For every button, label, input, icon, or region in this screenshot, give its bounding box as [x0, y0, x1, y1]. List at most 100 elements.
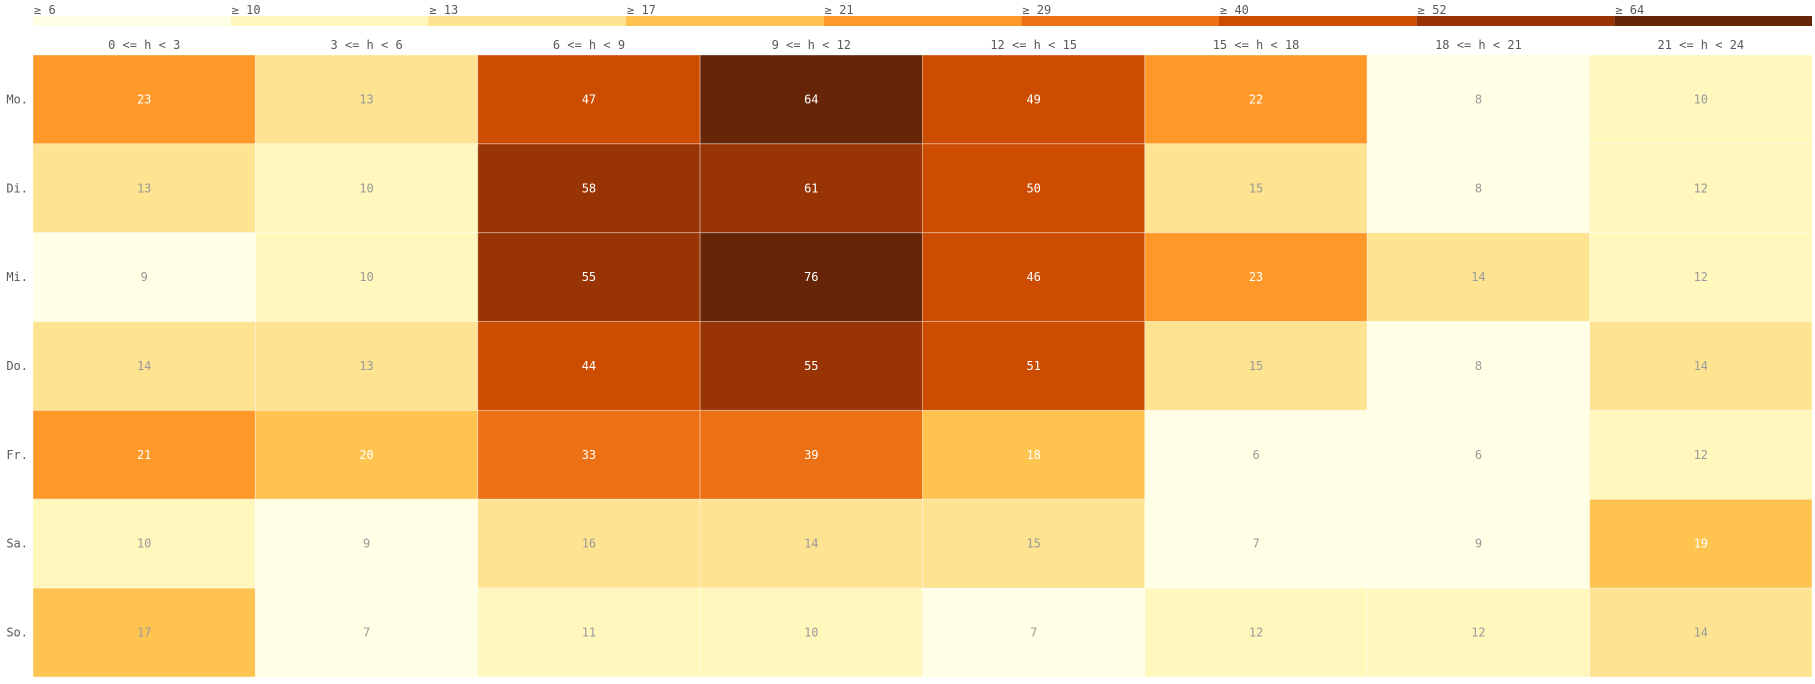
column-labels: 0 <= h < 3 3 <= h < 6 6 <= h < 9 9 <= h < 1… [108, 38, 1744, 52]
cell-value-label: 22 [1249, 92, 1263, 106]
cell-value-label: 8 [1475, 359, 1482, 373]
cell-value-label: 9 [1475, 537, 1482, 551]
column-label-0: 0 <= h < 3 [108, 38, 180, 52]
cell-value-label: 14 [1694, 626, 1708, 640]
heatmap-cell [477, 587, 701, 678]
cell-value-label: 44 [582, 359, 596, 373]
legend-label-6: ≥ 40 [1220, 3, 1249, 17]
heatmap-cell [254, 587, 479, 678]
heatmap-cell [922, 143, 1146, 234]
legend-label-3: ≥ 17 [627, 3, 656, 17]
cell-value-label: 10 [137, 537, 151, 551]
cell-value-label: 13 [359, 92, 373, 106]
column-label-2: 6 <= h < 9 [553, 38, 625, 52]
row-label-6: So. [6, 626, 28, 640]
cell-value-label: 12 [1249, 626, 1263, 640]
legend-label-8: ≥ 64 [1615, 3, 1644, 17]
heatmap-cell [1589, 143, 1813, 234]
cell-value-label: 61 [804, 181, 818, 195]
heatmap-cell [699, 321, 923, 411]
heatmap-cell [477, 498, 701, 589]
cell-value-label: 55 [582, 270, 596, 284]
heatmap-cell [1589, 54, 1813, 145]
cell-value-label: 10 [359, 270, 373, 284]
heatmap-cell [477, 232, 701, 323]
heatmap-cell [699, 143, 923, 234]
cell-value-label: 21 [137, 448, 151, 462]
column-label-3: 9 <= h < 12 [772, 38, 851, 52]
cell-value-label: 15 [1026, 537, 1040, 551]
cell-value-label: 8 [1475, 92, 1482, 106]
heatmap-cell [699, 54, 923, 145]
legend-label-0: ≥ 6 [34, 3, 56, 17]
cell-value-label: 39 [804, 448, 818, 462]
cell-value-label: 14 [137, 359, 151, 373]
heatmap-cell [922, 498, 1146, 589]
legend-swatch-1 [230, 16, 429, 26]
cell-value-label: 47 [582, 92, 596, 106]
legend-swatch-6 [1219, 16, 1417, 26]
cell-value-label: 51 [1026, 359, 1040, 373]
heatmap-cell [1366, 587, 1591, 678]
cell-value-label: 49 [1026, 92, 1040, 106]
cell-value-label: 17 [137, 626, 151, 640]
legend-swatch-5 [1021, 16, 1219, 26]
cell-value-label: 9 [141, 270, 148, 284]
row-label-2: Mi. [6, 270, 28, 284]
row-labels: Mo. Di. Mi. Do. Fr. Sa. So. [6, 92, 28, 639]
cell-value-label: 15 [1249, 181, 1263, 195]
heatmap-cell [699, 409, 923, 500]
cell-value-label: 6 [1475, 448, 1482, 462]
legend-label-4: ≥ 21 [825, 3, 854, 17]
cell-value-label: 10 [359, 181, 373, 195]
heatmap-cell [1366, 321, 1591, 411]
cell-value-label: 10 [804, 626, 818, 640]
heatmap-cell [477, 54, 701, 145]
heatmap-cell [1144, 54, 1368, 145]
cell-value-label: 14 [1694, 359, 1708, 373]
cell-value-label: 76 [804, 270, 818, 284]
heatmap-cell [922, 587, 1146, 678]
heatmap-cell [1366, 143, 1591, 234]
heatmap-cell [1366, 409, 1591, 500]
heatmap-cell [1144, 498, 1368, 589]
cell-value-label: 58 [582, 181, 596, 195]
cell-value-label: 8 [1475, 181, 1482, 195]
heatmap-cell [254, 54, 479, 145]
heatmap-cell [32, 232, 256, 323]
heatmap-cell [1144, 143, 1368, 234]
cell-value-label: 55 [804, 359, 818, 373]
heatmap-cell [922, 409, 1146, 500]
heatmap-cell [254, 143, 479, 234]
cell-value-label: 12 [1694, 181, 1708, 195]
legend-swatch-3 [626, 16, 824, 26]
heatmap-cell [922, 232, 1146, 323]
cell-value-label: 16 [582, 537, 596, 551]
cell-value-label: 33 [582, 448, 596, 462]
legend-swatch-2 [428, 16, 626, 26]
legend-swatch-8 [1614, 16, 1812, 26]
heatmap-cell [32, 587, 256, 678]
cell-value-label: 12 [1694, 270, 1708, 284]
column-label-7: 21 <= h < 24 [1657, 38, 1744, 52]
cell-value-label: 15 [1249, 359, 1263, 373]
column-label-1: 3 <= h < 6 [330, 38, 402, 52]
heatmap-cell [1589, 498, 1813, 589]
cell-value-label: 6 [1252, 448, 1259, 462]
cell-value-label: 14 [1471, 270, 1485, 284]
cell-value-label: 50 [1026, 181, 1040, 195]
cell-value-label: 11 [582, 626, 596, 640]
column-label-5: 15 <= h < 18 [1213, 38, 1300, 52]
heatmap-cell [254, 498, 479, 589]
heatmap-cell [32, 54, 256, 145]
heatmap-cell [1144, 409, 1368, 500]
cell-value-label: 18 [1026, 448, 1040, 462]
cell-value-label: 10 [1694, 92, 1708, 106]
cell-value-label: 9 [363, 537, 370, 551]
heatmap-cell [32, 321, 256, 411]
cell-value-label: 19 [1694, 537, 1708, 551]
column-label-6: 18 <= h < 21 [1435, 38, 1522, 52]
